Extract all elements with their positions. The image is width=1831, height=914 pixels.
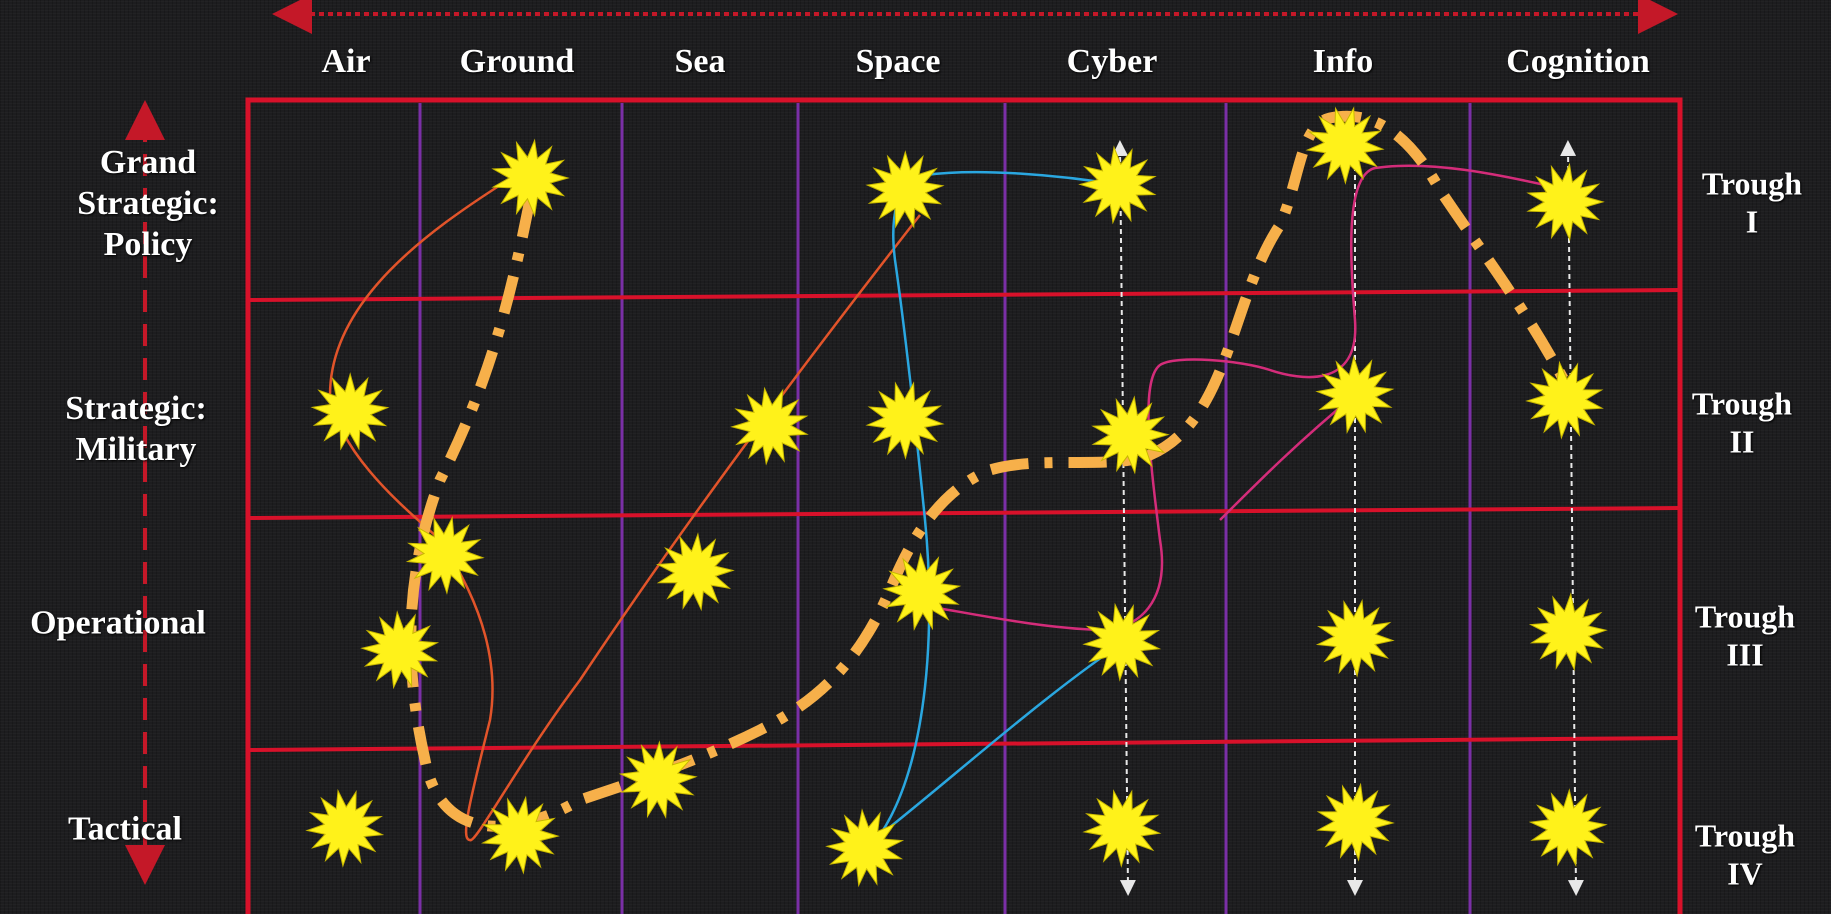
starburst-icon [655, 532, 735, 612]
starburst-icon [865, 381, 945, 460]
starburst-icon [491, 138, 570, 218]
column-header-space: Space [855, 43, 941, 80]
trough-label-line: I [1745, 204, 1759, 240]
column-header-info: Info [1312, 43, 1374, 80]
trough-label-iii: Trough III [1695, 598, 1795, 675]
starburst-icon [882, 552, 962, 631]
trough-arrow-cyber [1112, 140, 1136, 896]
trough-label-line: Trough [1694, 817, 1796, 854]
row-label-line: Tactical [68, 810, 182, 848]
row-divider [247, 288, 1681, 302]
row-dividers [247, 288, 1681, 752]
column-header-air: Air [321, 43, 371, 80]
column-header-cyber: Cyber [1066, 43, 1158, 80]
starburst-icon [481, 795, 560, 875]
row-label-strategic-military: Strategic: Military [65, 389, 207, 471]
row-divider [247, 736, 1681, 752]
row-label-grand-strategic-policy: Grand Strategic: Policy [77, 143, 219, 265]
starburst-icon [1528, 788, 1608, 867]
starburst-icon [1528, 592, 1608, 672]
row-label-line: Strategic: [65, 390, 207, 428]
trough-arrow-cognition [1560, 140, 1584, 896]
column-header-sea: Sea [674, 43, 726, 80]
starburst-icon [1082, 789, 1162, 868]
starburst-icon [730, 386, 809, 466]
starburst-icon [405, 515, 485, 595]
dash-dot-campaign-path [405, 110, 1570, 832]
starburst-icon [825, 808, 905, 888]
row-label-line: Strategic: [77, 184, 219, 222]
trough-label-line: III [1726, 637, 1764, 673]
trough-label-line: IV [1727, 856, 1763, 892]
starburst-icon [1525, 360, 1604, 440]
trough-label-line: Trough [1691, 385, 1793, 422]
starburst-icon [1305, 106, 1385, 185]
starburst-icon [1082, 602, 1162, 682]
trough-label-ii: Trough II [1692, 385, 1792, 462]
starburst-icon [360, 610, 440, 690]
column-header-ground: Ground [459, 43, 575, 80]
starburst-icon [865, 150, 945, 229]
trough-label-line: Trough [1694, 598, 1796, 635]
starburst-icon [1091, 395, 1170, 475]
row-label-operational: Operational [30, 604, 206, 645]
trough-label-i: Trough I [1702, 165, 1802, 242]
starburst-icon [1078, 145, 1157, 225]
starburst-icon [1316, 782, 1395, 862]
starburst-icon [618, 740, 698, 819]
row-label-tactical: Tactical [68, 810, 182, 851]
blue-connector-path [878, 170, 1131, 836]
trough-label-iv: Trough IV [1695, 817, 1795, 894]
starburst-icon [310, 372, 390, 451]
row-label-line: Operational [30, 604, 206, 642]
row-label-line: Military [75, 431, 197, 468]
trough-label-line: Trough [1701, 165, 1803, 202]
column-dividers [418, 103, 1472, 914]
column-header-cognition: Cognition [1506, 43, 1650, 80]
row-label-line: Grand [99, 143, 197, 181]
starburst-icon [1526, 162, 1605, 242]
row-divider [247, 506, 1681, 520]
matrix-frame [245, 97, 1683, 914]
starburst-icon [305, 788, 385, 868]
starburst-icon [1315, 355, 1395, 434]
row-label-line: Policy [103, 225, 193, 263]
event-markers [305, 106, 1608, 888]
starburst-icon [1315, 598, 1395, 678]
trough-arrows [1112, 140, 1584, 896]
trough-label-line: II [1729, 424, 1755, 460]
magenta-connector-path [919, 164, 1546, 632]
